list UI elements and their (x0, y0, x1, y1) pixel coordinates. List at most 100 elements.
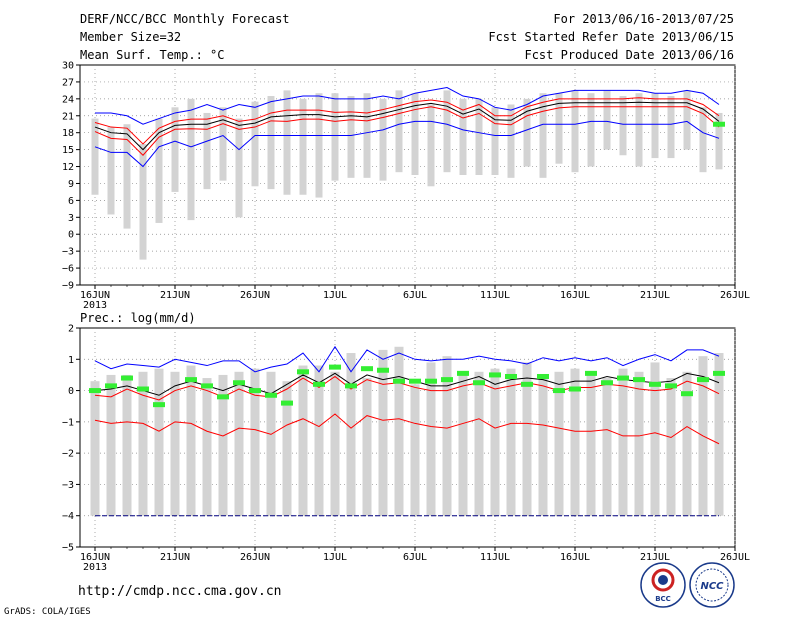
y-tick-label: −3 (62, 480, 74, 491)
x-tick-label: 11JUL (480, 552, 510, 563)
series-line-mean (94, 372, 720, 396)
footer-url[interactable]: http://cmdp.ncc.cma.gov.cn (78, 584, 282, 599)
y-tick-label: −3 (62, 247, 74, 258)
range-box (170, 371, 180, 516)
range-box (683, 90, 691, 150)
range-box (475, 98, 483, 175)
series-line-min (94, 120, 720, 168)
y-tick-label: 9 (68, 179, 74, 190)
x-tick-label: 26JUL (720, 290, 750, 301)
obs-marker (361, 366, 373, 372)
obs-marker (617, 375, 629, 381)
range-box (411, 93, 419, 175)
range-box (538, 378, 548, 516)
range-box (235, 118, 243, 218)
range-box (666, 378, 676, 516)
range-box (186, 365, 196, 516)
range-box (330, 371, 340, 516)
header-member-size: Member Size=32 (80, 30, 181, 44)
y-tick-label: 2 (68, 324, 74, 335)
range-box (714, 353, 724, 516)
x-year-label: 2013 (83, 300, 107, 311)
range-box (331, 93, 339, 181)
range-box (507, 104, 515, 178)
range-box (107, 127, 115, 215)
x-tick-label: 16JUL (560, 552, 590, 563)
bcc-logo-text: BCC (655, 595, 671, 603)
y-tick-label: −1 (62, 417, 74, 428)
y-tick-label: 30 (62, 61, 74, 72)
y-tick-label: 1 (68, 355, 74, 366)
range-box (283, 90, 291, 195)
obs-marker (425, 378, 437, 384)
obs-marker (345, 383, 357, 389)
range-box (635, 93, 643, 167)
range-box (267, 96, 275, 190)
range-box (347, 96, 355, 178)
range-box (362, 378, 372, 516)
footer-credit: GrADS: COLA/IGES (4, 607, 91, 617)
obs-marker (137, 386, 149, 392)
range-box (203, 112, 211, 190)
range-box (379, 98, 387, 181)
y-tick-label: −6 (62, 264, 74, 275)
x-tick-label: 1JUL (323, 552, 347, 563)
range-box (634, 371, 644, 516)
obs-marker (265, 392, 277, 398)
x-tick-label: 11JUL (480, 290, 510, 301)
obs-marker (297, 369, 309, 375)
range-box (314, 365, 324, 516)
range-box (491, 107, 499, 175)
x-tick-label: 16JUL (560, 290, 590, 301)
range-box (603, 90, 611, 150)
range-box (202, 378, 212, 516)
y-tick-label: 21 (62, 111, 74, 122)
range-box (554, 371, 564, 516)
y-tick-label: −9 (62, 281, 74, 292)
obs-marker (697, 377, 709, 383)
range-box (138, 371, 148, 516)
y-tick-label: 15 (62, 145, 74, 156)
range-box (427, 104, 435, 187)
range-box (490, 368, 500, 516)
obs-marker (601, 380, 613, 386)
range-box (682, 371, 692, 516)
range-box (363, 93, 371, 178)
y-tick-label: 12 (62, 162, 74, 173)
y-tick-label: 18 (62, 128, 74, 139)
x-tick-label: 6JUL (403, 552, 427, 563)
header-right: For 2013/06/16-2013/07/25 Fcst Started R… (488, 12, 734, 62)
obs-marker (313, 381, 325, 387)
range-box (443, 90, 451, 173)
range-box (250, 368, 260, 516)
bcc-logo: BCC (640, 562, 686, 608)
header-period: For 2013/06/16-2013/07/25 (553, 12, 734, 26)
obs-marker (569, 386, 581, 392)
obs-marker (713, 370, 725, 376)
obs-marker (665, 383, 677, 389)
range-box (219, 107, 227, 181)
y-tick-label: 0 (68, 230, 74, 241)
range-box (234, 371, 244, 516)
obs-marker (489, 372, 501, 378)
obs-marker (505, 373, 517, 379)
range-box (426, 362, 436, 516)
range-box (346, 353, 356, 516)
range-box (139, 143, 147, 260)
range-box (187, 98, 195, 221)
x-tick-label: 6JUL (403, 290, 427, 301)
range-box (539, 93, 547, 178)
y-tick-label: −5 (62, 543, 74, 554)
x-tick-label: 21JUL (640, 552, 670, 563)
range-box (251, 101, 259, 187)
range-box (715, 112, 723, 170)
obs-marker (153, 402, 165, 408)
range-box (90, 381, 100, 516)
range-box (123, 124, 131, 229)
x-tick-label: 26JUN (240, 290, 270, 301)
obs-marker (185, 377, 197, 383)
obs-marker (473, 380, 485, 386)
obs-marker (681, 391, 693, 397)
range-box (458, 374, 468, 516)
